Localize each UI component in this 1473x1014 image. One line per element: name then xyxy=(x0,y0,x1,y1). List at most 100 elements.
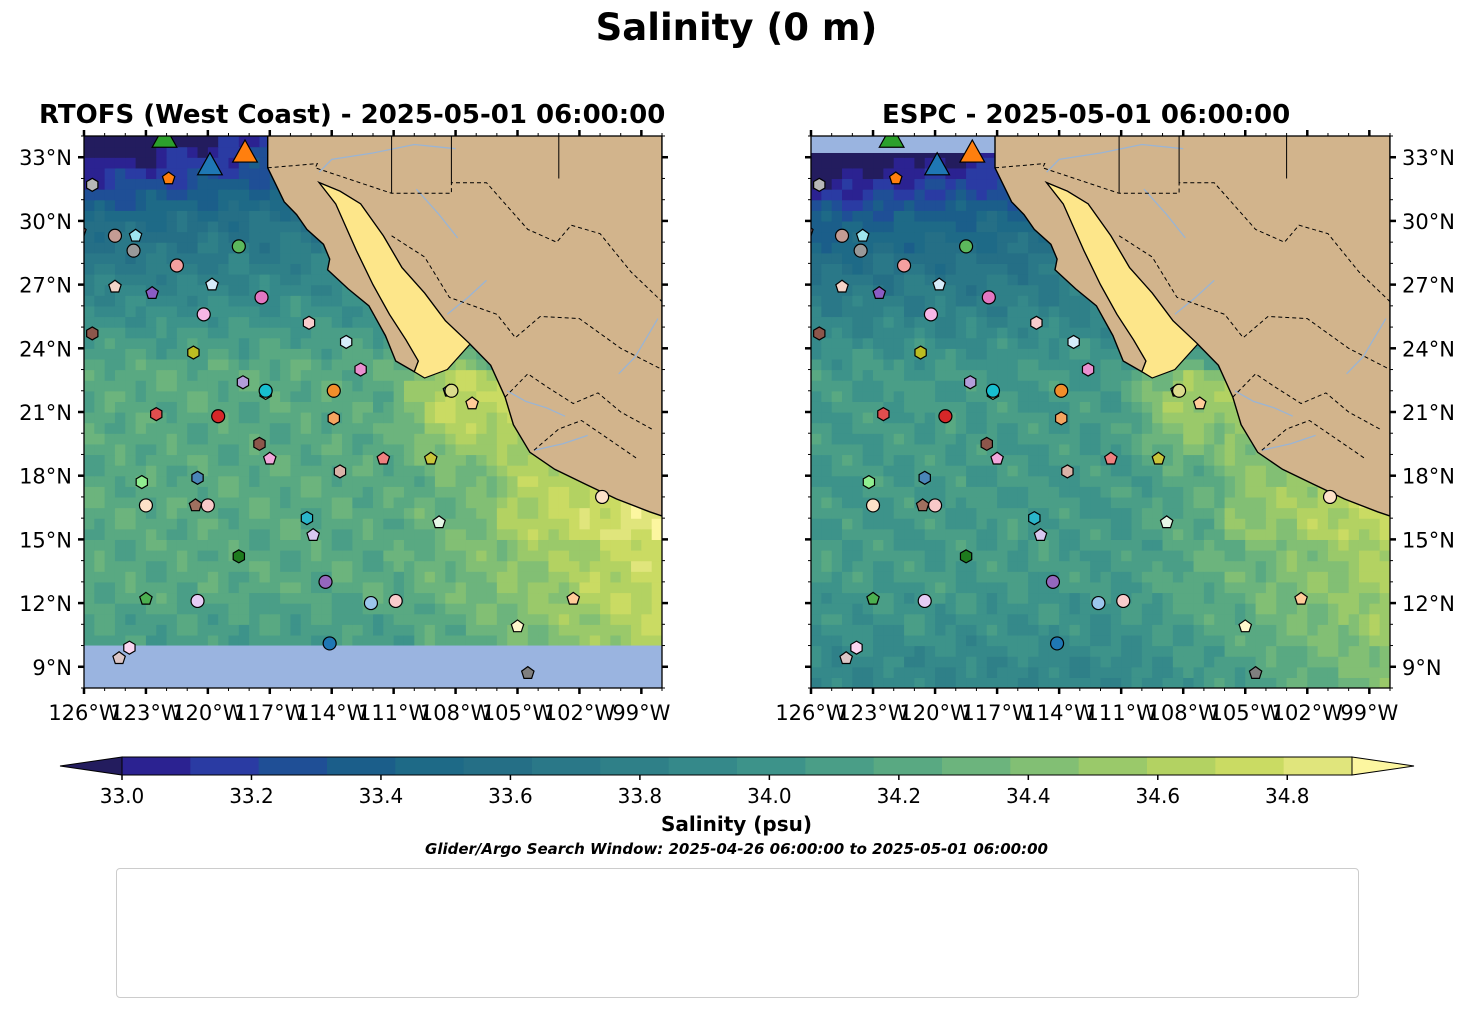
field-cell xyxy=(548,539,560,551)
field-cell xyxy=(249,486,261,498)
field-cell xyxy=(831,656,843,668)
field-cell xyxy=(104,305,116,318)
field-cell xyxy=(373,337,384,349)
field-cell xyxy=(986,401,998,413)
field-cell xyxy=(945,465,957,477)
field-cell xyxy=(104,380,116,392)
field-cell xyxy=(883,539,895,551)
field-cell xyxy=(842,571,853,583)
field-cell xyxy=(1224,666,1236,678)
field-cell xyxy=(1379,560,1390,572)
field-cell xyxy=(331,348,343,360)
field-cell xyxy=(620,624,632,636)
field-cell xyxy=(1348,666,1360,678)
field-cell xyxy=(207,337,219,349)
field-cell xyxy=(538,592,550,604)
field-cell xyxy=(249,284,261,296)
field-cell xyxy=(548,518,560,530)
field-cell xyxy=(517,613,529,625)
field-cell xyxy=(321,284,333,296)
field-cell xyxy=(620,581,632,594)
field-cell xyxy=(300,358,312,371)
field-cell xyxy=(1358,645,1370,657)
field-cell xyxy=(145,316,157,328)
field-cell xyxy=(1048,433,1060,445)
field-cell xyxy=(610,592,622,604)
field-cell xyxy=(1017,433,1029,445)
state-border xyxy=(533,419,638,460)
field-cell xyxy=(1245,603,1257,615)
field-cell xyxy=(507,581,519,594)
field-cell xyxy=(1141,571,1153,583)
field-cell xyxy=(290,603,302,615)
field-cell xyxy=(187,189,199,201)
field-cell xyxy=(631,518,642,530)
field-cell xyxy=(373,433,384,445)
float-marker-4902316 xyxy=(139,591,153,605)
field-cell xyxy=(207,220,219,233)
field-cell xyxy=(1276,603,1288,615)
field-cell xyxy=(1286,496,1298,509)
field-cell xyxy=(207,305,219,318)
field-cell xyxy=(156,475,168,487)
field-cell xyxy=(383,528,395,540)
field-cell xyxy=(852,348,864,360)
field-cell xyxy=(207,146,219,158)
field-cell xyxy=(486,613,498,625)
field-cell xyxy=(831,507,843,519)
field-cell xyxy=(1214,539,1226,551)
field-cell xyxy=(218,178,230,190)
field-cell xyxy=(207,433,219,445)
field-cell xyxy=(1017,592,1029,604)
field-cell xyxy=(862,433,874,445)
field-cell xyxy=(321,550,333,562)
field-cell xyxy=(558,475,570,487)
field-cell xyxy=(156,507,168,519)
field-cell xyxy=(1193,454,1205,466)
field-cell xyxy=(187,295,199,307)
field-cell xyxy=(104,337,116,349)
field-cell xyxy=(548,624,560,636)
field-cell xyxy=(1296,496,1308,509)
field-cell xyxy=(1317,613,1329,625)
field-cell xyxy=(424,401,436,413)
field-cell xyxy=(455,603,467,615)
field-cell xyxy=(373,613,384,625)
field-cell xyxy=(393,550,405,562)
field-cell xyxy=(228,443,240,456)
field-cell xyxy=(1214,380,1226,392)
field-cell xyxy=(228,560,240,572)
field-cell xyxy=(1028,369,1040,381)
field-cell xyxy=(1317,666,1329,678)
field-cell xyxy=(238,581,250,594)
field-cell xyxy=(135,274,147,286)
field-cell xyxy=(1017,465,1029,477)
field-cell xyxy=(176,316,188,328)
field-cell xyxy=(424,550,436,562)
field-cell xyxy=(1265,581,1277,594)
field-cell xyxy=(259,465,271,477)
field-cell xyxy=(455,390,467,402)
field-cell xyxy=(352,369,364,381)
field-cell xyxy=(966,465,978,477)
field-cell xyxy=(1121,624,1133,636)
field-cell xyxy=(434,369,446,381)
field-cell xyxy=(1224,443,1236,456)
field-cell xyxy=(166,146,178,158)
field-cell xyxy=(1079,613,1091,625)
field-cell xyxy=(914,528,926,540)
field-cell xyxy=(1245,539,1257,551)
field-cell xyxy=(651,571,662,583)
field-cell xyxy=(197,433,209,445)
field-cell xyxy=(538,560,550,572)
field-cell xyxy=(114,507,126,519)
field-cell xyxy=(852,550,864,562)
field-cell xyxy=(290,422,302,434)
field-cell xyxy=(1286,581,1298,594)
field-cell xyxy=(1048,380,1060,392)
field-cell xyxy=(414,550,426,562)
field-cell xyxy=(166,199,178,211)
field-cell xyxy=(1307,581,1319,594)
field-cell xyxy=(945,528,957,540)
field-cell xyxy=(259,443,271,456)
